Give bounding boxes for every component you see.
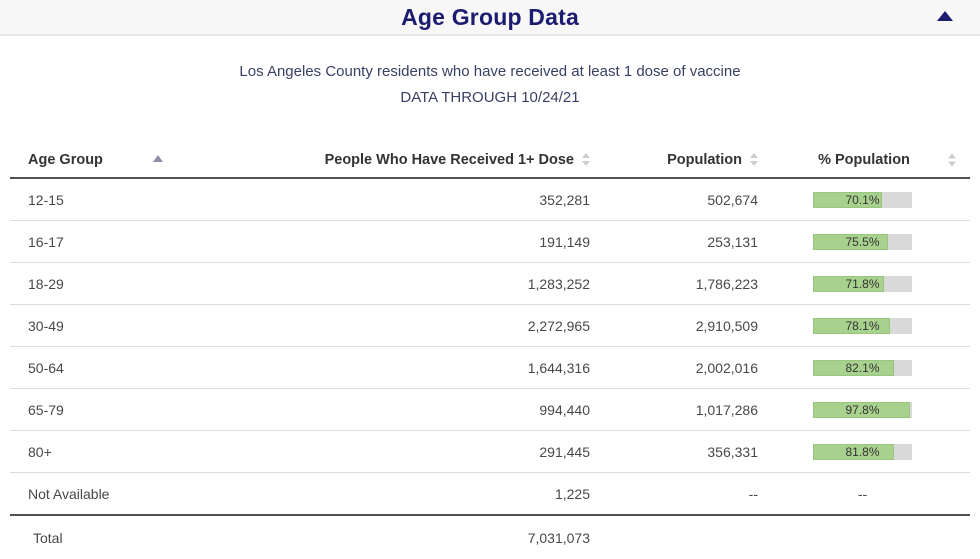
cell-age-group: 30-49 bbox=[28, 317, 64, 334]
sort-icon bbox=[750, 153, 758, 166]
cell-pct-population: -- bbox=[758, 486, 970, 502]
chevron-up-icon bbox=[937, 11, 953, 21]
cell-age-group: 65-79 bbox=[28, 401, 64, 418]
table-row: 50-64 1,644,316 2,002,016 82.1% bbox=[10, 347, 970, 389]
pct-population-bar: 78.1% bbox=[813, 317, 912, 334]
cell-dose: 291,445 bbox=[539, 443, 590, 460]
table-row: 65-79 994,440 1,017,286 97.8% bbox=[10, 389, 970, 431]
cell-dose: 1,644,316 bbox=[527, 359, 590, 376]
pct-bar-label: 81.8% bbox=[845, 444, 880, 459]
cell-dose: 1,283,252 bbox=[527, 275, 590, 292]
pct-bar-label: 75.5% bbox=[845, 234, 880, 249]
pct-bar-label: 70.1% bbox=[845, 192, 880, 207]
table-row: 12-15 352,281 502,674 70.1% bbox=[10, 179, 970, 221]
total-dose-value: 7,031,073 bbox=[527, 529, 590, 546]
pct-bar-fill bbox=[813, 317, 891, 334]
cell-pct-population: 97.8% bbox=[758, 401, 970, 418]
pct-bar-fill bbox=[813, 275, 885, 292]
pct-not-available: -- bbox=[857, 485, 868, 502]
panel-header: Age Group Data bbox=[0, 0, 980, 36]
pct-bar-label: 82.1% bbox=[845, 360, 880, 375]
table-body: 12-15 352,281 502,674 70.1% 16-17 191,149 253,… bbox=[10, 179, 970, 514]
pct-population-bar: 70.1% bbox=[813, 191, 912, 208]
cell-population: 2,002,016 bbox=[695, 359, 758, 376]
pct-population-bar: 71.8% bbox=[813, 275, 912, 292]
cell-age-group: Not Available bbox=[28, 485, 110, 502]
subtitle-line2: DATA THROUGH 10/24/21 bbox=[400, 89, 580, 106]
subtitle: Los Angeles County residents who have re… bbox=[0, 36, 980, 106]
pct-bar-fill bbox=[813, 359, 895, 376]
pct-bar-label: 71.8% bbox=[845, 276, 880, 291]
column-label-population: Population bbox=[667, 151, 742, 168]
pct-bar-fill bbox=[813, 191, 883, 208]
pct-population-bar: 81.8% bbox=[813, 443, 912, 460]
cell-dose: 352,281 bbox=[539, 191, 590, 208]
pct-population-bar: 75.5% bbox=[813, 233, 912, 250]
total-row: Total 7,031,073 bbox=[10, 514, 970, 559]
cell-age-group: 50-64 bbox=[28, 359, 64, 376]
table-row: 80+ 291,445 356,331 81.8% bbox=[10, 431, 970, 473]
cell-pct-population: 71.8% bbox=[758, 275, 970, 292]
cell-age-group: 16-17 bbox=[28, 233, 64, 250]
column-label-dose: People Who Have Received 1+ Dose bbox=[324, 151, 574, 168]
cell-age-group: 12-15 bbox=[28, 191, 64, 208]
cell-pct-population: 75.5% bbox=[758, 233, 970, 250]
column-label-pct-population: % Population bbox=[818, 151, 910, 168]
table-row: 16-17 191,149 253,131 75.5% bbox=[10, 221, 970, 263]
subtitle-line1: Los Angeles County residents who have re… bbox=[239, 63, 741, 80]
cell-population: 356,331 bbox=[707, 443, 758, 460]
table-row: 18-29 1,283,252 1,786,223 71.8% bbox=[10, 263, 970, 305]
column-header-dose[interactable]: People Who Have Received 1+ Dose bbox=[280, 152, 590, 168]
table-row: 30-49 2,272,965 2,910,509 78.1% bbox=[10, 305, 970, 347]
sort-ascending-icon bbox=[152, 155, 163, 162]
cell-dose: 1,225 bbox=[554, 485, 590, 502]
collapse-button[interactable] bbox=[932, 6, 958, 26]
cell-age-group: 80+ bbox=[28, 443, 52, 460]
cell-dose: 994,440 bbox=[539, 401, 590, 418]
column-header-pct-population[interactable]: % Population bbox=[758, 142, 970, 177]
column-header-population[interactable]: Population bbox=[590, 152, 758, 168]
total-label: Total bbox=[33, 529, 63, 546]
sort-icon bbox=[948, 153, 956, 166]
cell-population: 2,910,509 bbox=[695, 317, 758, 334]
cell-pct-population: 70.1% bbox=[758, 191, 970, 208]
pct-bar-label: 78.1% bbox=[845, 318, 880, 333]
cell-pct-population: 78.1% bbox=[758, 317, 970, 334]
pct-bar-fill bbox=[813, 233, 888, 250]
table-header-row: Age Group People Who Have Received 1+ Do… bbox=[10, 142, 970, 179]
sort-icon bbox=[582, 153, 590, 166]
cell-population: 1,786,223 bbox=[695, 275, 758, 292]
cell-population: -- bbox=[748, 485, 758, 502]
cell-pct-population: 82.1% bbox=[758, 359, 970, 376]
pct-bar-fill bbox=[813, 443, 894, 460]
cell-dose: 191,149 bbox=[539, 233, 590, 250]
column-header-age-group[interactable]: Age Group bbox=[10, 152, 280, 168]
panel-title: Age Group Data bbox=[401, 4, 579, 30]
cell-population: 502,674 bbox=[707, 191, 758, 208]
pct-population-bar: 82.1% bbox=[813, 359, 912, 376]
pct-population-bar: 97.8% bbox=[813, 401, 912, 418]
column-label-age-group: Age Group bbox=[28, 151, 103, 168]
cell-dose: 2,272,965 bbox=[527, 317, 590, 334]
pct-bar-fill bbox=[813, 401, 910, 418]
age-group-table: Age Group People Who Have Received 1+ Do… bbox=[10, 142, 970, 559]
cell-pct-population: 81.8% bbox=[758, 443, 970, 460]
pct-bar-label: 97.8% bbox=[845, 402, 880, 417]
cell-age-group: 18-29 bbox=[28, 275, 64, 292]
table-row: Not Available 1,225 -- -- bbox=[10, 473, 970, 514]
cell-population: 253,131 bbox=[707, 233, 758, 250]
cell-population: 1,017,286 bbox=[695, 401, 758, 418]
